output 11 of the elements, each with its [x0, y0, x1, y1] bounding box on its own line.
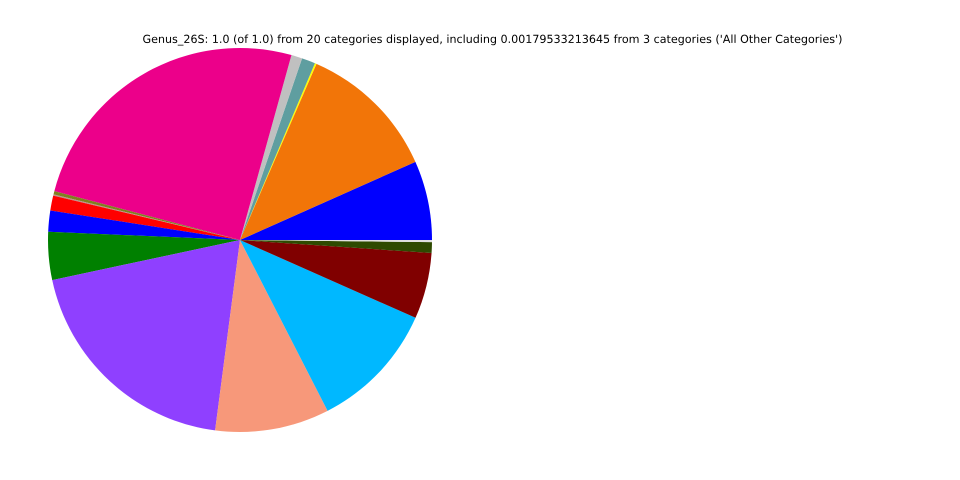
pie-slice — [48, 232, 240, 280]
pie-slice — [240, 64, 416, 240]
pie-slice — [52, 240, 240, 430]
pie-slice — [215, 240, 328, 432]
text: Genus_26S: 1.0 (of 1.0) from 20 categories displayed, including 0.00179533213645 from 3 categories ('All Other Categories') — [143, 34, 842, 46]
pie-slice — [240, 162, 432, 240]
pie-slice — [54, 48, 292, 240]
pie-slice — [240, 240, 416, 411]
pie-slice — [240, 55, 302, 240]
pie-slice — [240, 240, 432, 318]
pie-slice — [48, 210, 240, 240]
